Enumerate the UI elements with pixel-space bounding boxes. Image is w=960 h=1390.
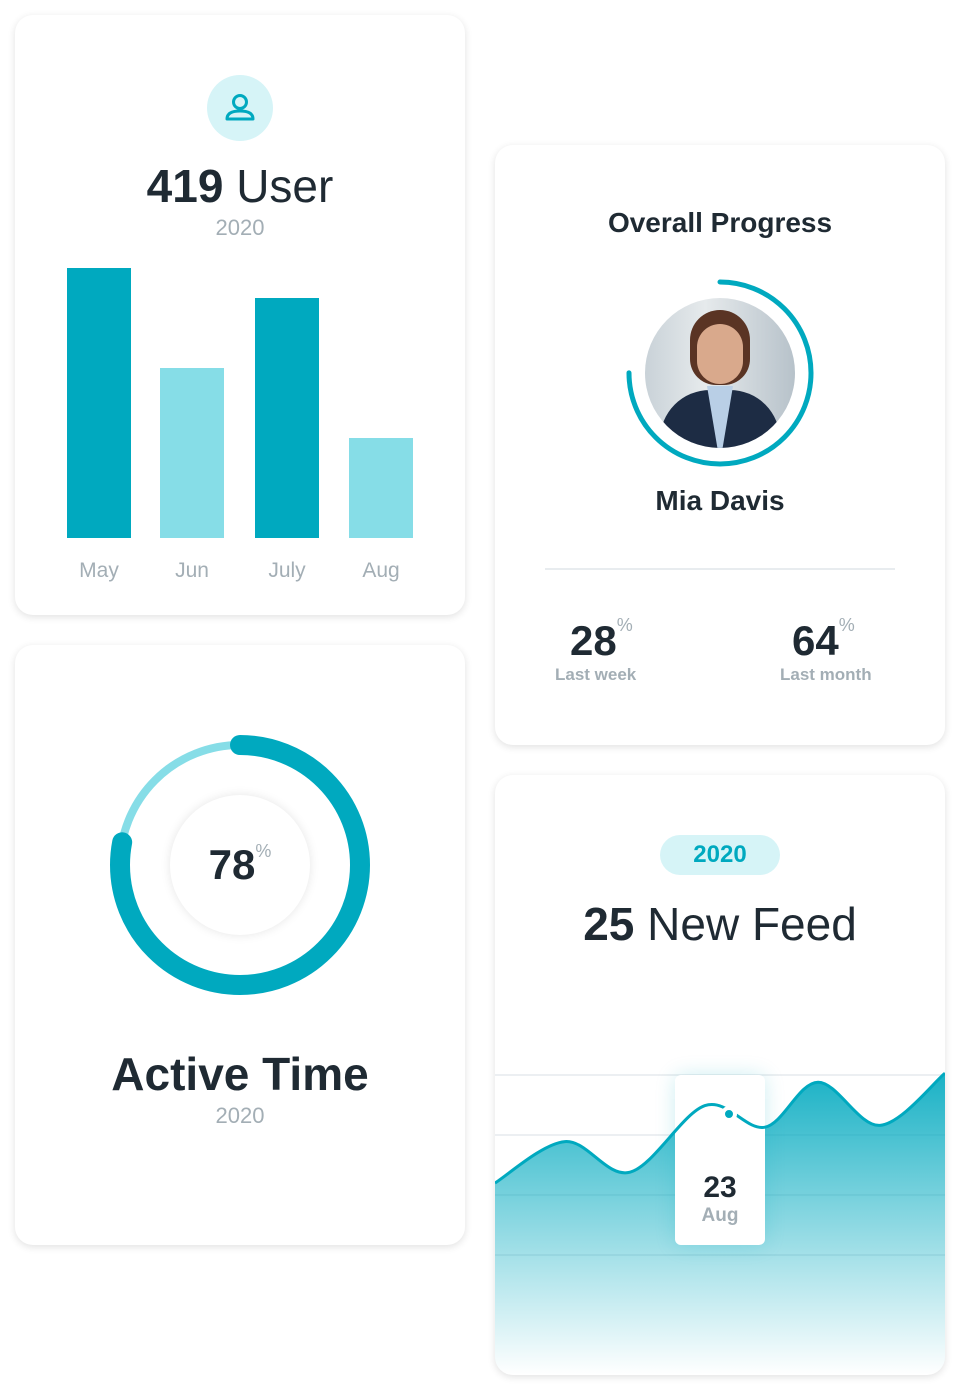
- progress-card: Overall Progress Mia Davis 28% Last week…: [495, 145, 945, 745]
- feed-card: 2020 25 New Feed 23 Aug: [495, 775, 945, 1375]
- divider: [545, 568, 895, 570]
- active-time-title: Active Time: [111, 1048, 369, 1100]
- user-icon: [207, 75, 273, 141]
- bar-july: [255, 297, 319, 538]
- year-badge: 2020: [660, 835, 780, 875]
- bar-aug: [349, 438, 413, 538]
- active-time-value: 78%: [170, 795, 310, 935]
- tooltip: 23 Aug: [675, 1075, 765, 1245]
- bar-jun: [160, 367, 224, 538]
- users-card: 419 User 2020 May Jun July Aug: [15, 15, 465, 615]
- progress-title: Overall Progress: [607, 207, 833, 238]
- bar-label: May: [79, 559, 119, 582]
- active-time-ring: [110, 735, 370, 995]
- progress-ring: [626, 279, 814, 467]
- stat-last-month: 64% Last month: [780, 615, 872, 684]
- users-year: 2020: [215, 215, 265, 240]
- avatar: [645, 298, 795, 448]
- bar-may: [67, 268, 131, 538]
- stat-last-week: 28% Last week: [555, 615, 637, 684]
- feed-count: 25 New Feed: [583, 898, 857, 950]
- bar-label: Aug: [362, 559, 400, 582]
- bar-label: July: [268, 559, 306, 582]
- user-count: 419 User: [146, 160, 334, 212]
- active-time-year: 2020: [215, 1103, 265, 1128]
- active-time-card: 78% Active Time 2020: [15, 645, 465, 1245]
- bar-label: Jun: [175, 559, 209, 582]
- person-name: Mia Davis: [655, 485, 785, 516]
